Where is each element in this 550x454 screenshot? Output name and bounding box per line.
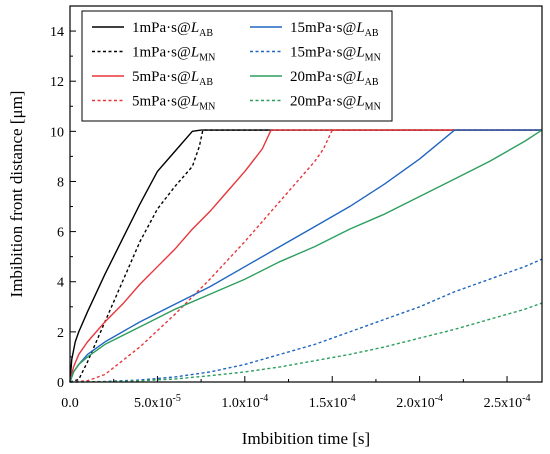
legend-label-6: 15mPa·s@LMN (290, 45, 381, 64)
x-tick-label: 2.0x10-4 (396, 393, 443, 411)
y-tick-label: 2 (57, 326, 64, 341)
legend-label-1: 1mPa·s@LAB (132, 20, 213, 39)
series-line-6 (69, 258, 543, 383)
y-axis-label: Imbibition front distance [μm] (7, 91, 26, 298)
y-tick-label: 8 (57, 175, 64, 190)
x-tick-label: 1.5x10-4 (309, 393, 356, 411)
plot-frame (69, 5, 543, 383)
series-layer (69, 129, 543, 383)
series-line-3 (69, 129, 542, 383)
x-axis-label: Imbibition time [s] (242, 429, 370, 448)
legend: 1mPa·s@LAB 1mPa·s@LMN 5mPa·s@LAB 5mPa·s@LMN… (81, 10, 393, 122)
series-line-2 (69, 129, 542, 383)
y-tick-label: 6 (57, 226, 64, 241)
series-line-7 (69, 129, 543, 383)
legend-label-8: 20mPa·s@LMN (290, 94, 381, 113)
x-tick-label: 2.5x10-4 (484, 393, 531, 411)
legend-label-7: 20mPa·s@LAB (290, 69, 379, 88)
y-tick-label: 12 (50, 75, 64, 90)
x-tick-label: 5.0x10-5 (134, 393, 181, 411)
legend-label-5: 15mPa·s@LAB (290, 20, 379, 39)
x-tick-label: 0.0 (61, 396, 79, 411)
legend-box (81, 10, 393, 122)
series-line-8 (69, 302, 543, 383)
y-tick-label: 4 (57, 276, 64, 291)
y-tick-label: 0 (57, 376, 64, 391)
legend-label-3: 5mPa·s@LAB (132, 69, 213, 88)
series-line-5 (69, 129, 542, 383)
legend-label-2: 1mPa·s@LMN (132, 45, 215, 64)
y-tick-label: 14 (50, 25, 64, 40)
legend-label-4: 5mPa·s@LMN (132, 94, 215, 113)
y-tick-label: 10 (50, 125, 64, 140)
series-line-1 (69, 129, 542, 383)
series-line-4 (69, 129, 542, 383)
x-tick-label: 1.0x10-4 (221, 393, 268, 411)
ticks-layer: 0 2 4 6 8 10 12 14 0.0 5.0x10-5 1.0x10-4 1.5x10-4 2.… (50, 25, 530, 411)
